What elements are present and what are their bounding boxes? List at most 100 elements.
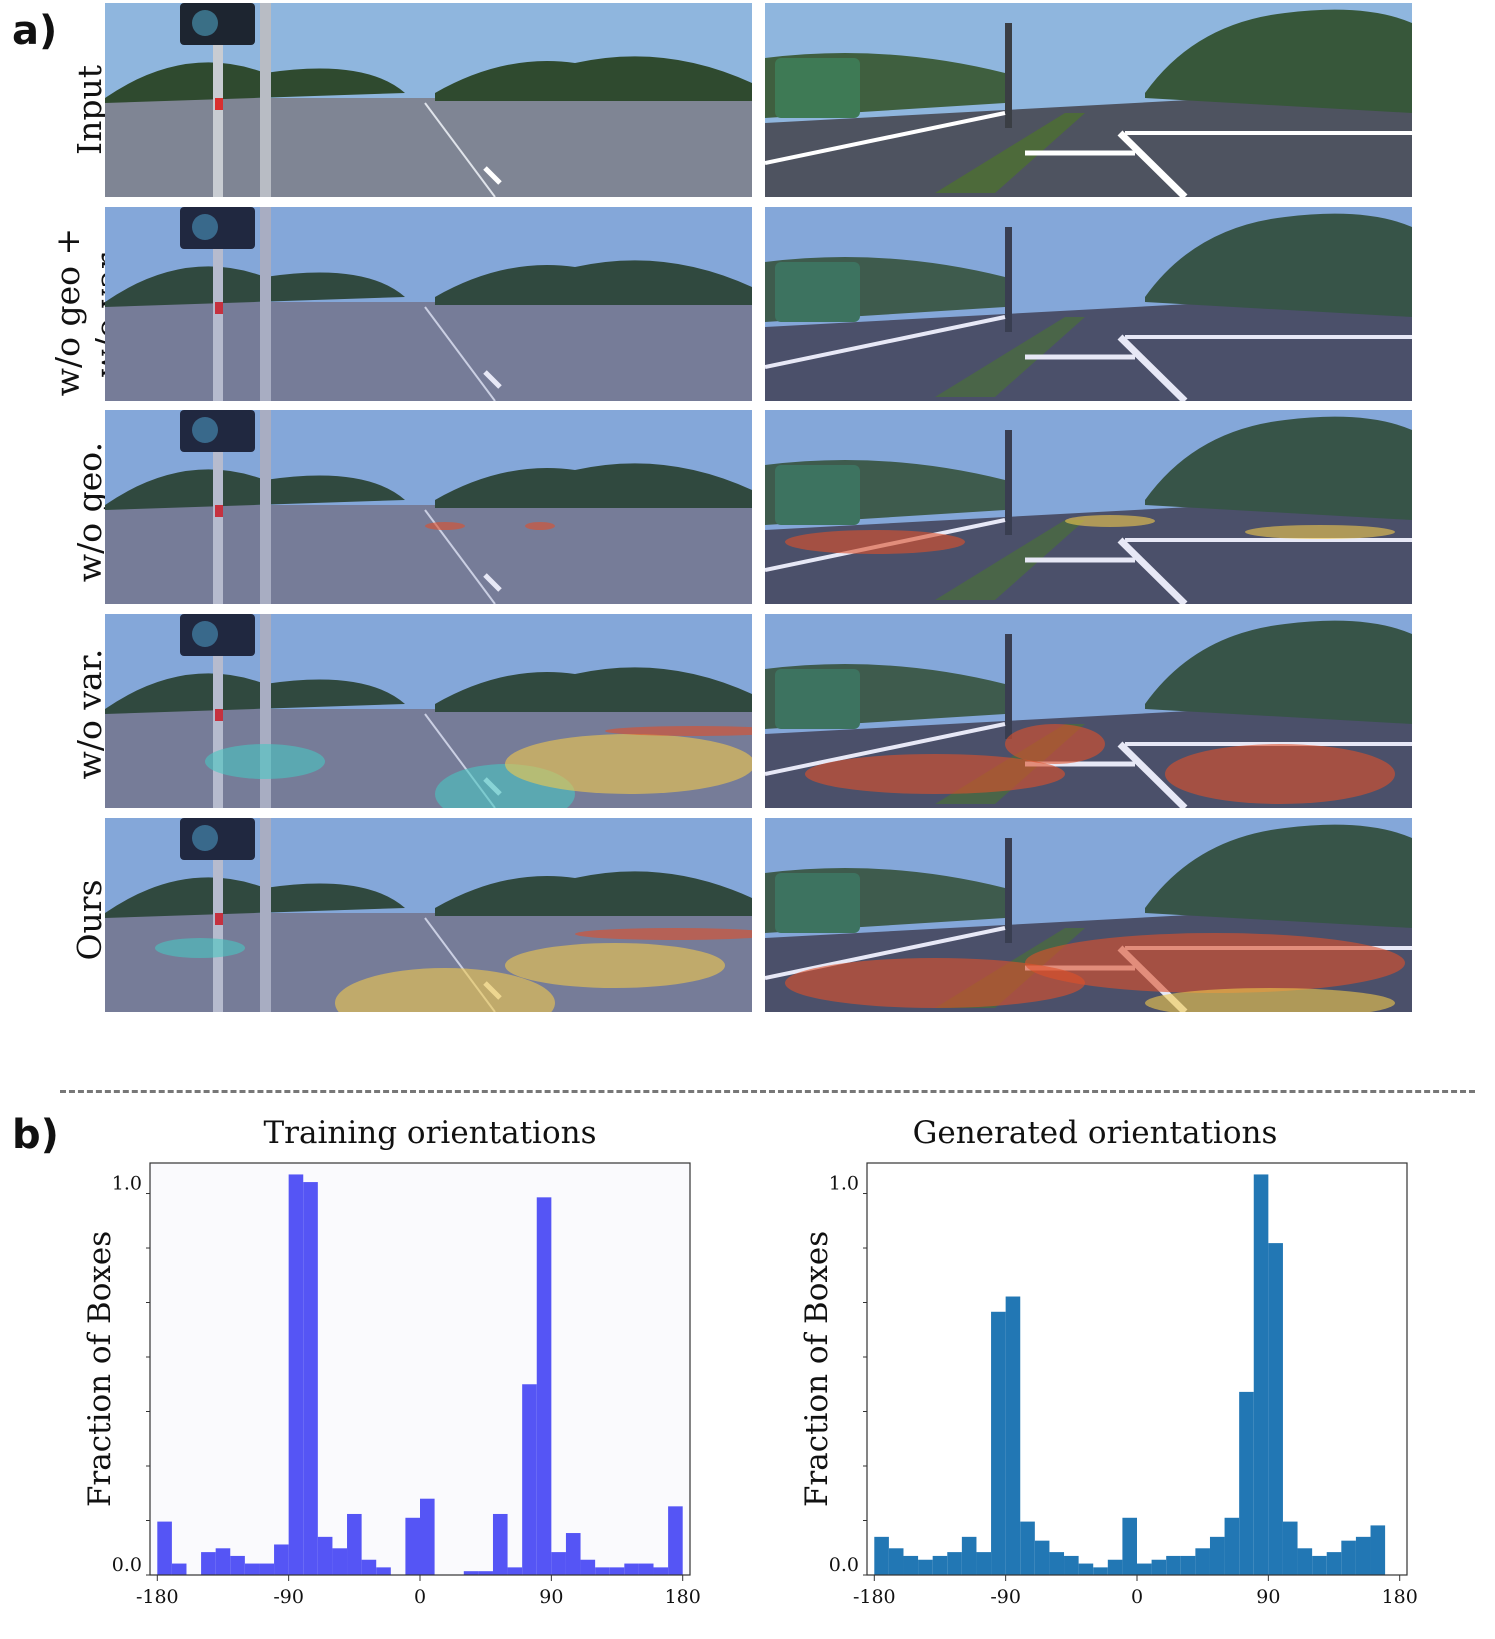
histogram-bar (1107, 1559, 1123, 1575)
chart-svg-training: -180 -90 0 90 180 0.0 1.0 Fraction of Boxes (82, 1162, 701, 1608)
histogram-bar (1341, 1540, 1356, 1575)
histogram-bar (638, 1563, 654, 1575)
histogram-bar (976, 1552, 992, 1575)
histogram-bar (303, 1182, 318, 1575)
histogram-bar (1078, 1563, 1094, 1575)
histogram-bar (874, 1536, 889, 1575)
histogram-bar (624, 1563, 639, 1575)
scene-image-ours-left (105, 818, 752, 1012)
scene-image-input-left (105, 3, 752, 197)
histogram-bar (507, 1567, 523, 1575)
histogram-bar (668, 1506, 683, 1575)
histogram-bar (1282, 1521, 1298, 1575)
histogram-bar (1005, 1296, 1021, 1575)
histogram-bar (1312, 1555, 1327, 1575)
histogram-bar (1093, 1567, 1108, 1575)
histogram-bar (1224, 1517, 1240, 1575)
histogram-bar (1370, 1525, 1386, 1575)
section-divider (60, 1090, 1475, 1093)
chart-title-training: Training orientations (263, 1115, 597, 1151)
scene-image-wo-geo-var-right (765, 207, 1412, 401)
scene-image-wo-var-left (105, 614, 752, 808)
histogram-bar (420, 1498, 435, 1575)
panel-label-a: a) (12, 8, 58, 54)
y-axis-label: Fraction of Boxes (799, 1231, 835, 1507)
histogram-bar (961, 1536, 977, 1575)
scene-image-wo-var-right (765, 614, 1412, 808)
histogram-bar (478, 1571, 493, 1575)
x-tick-label: -180 (853, 1586, 896, 1608)
histogram-bar (595, 1567, 610, 1575)
histogram-bar (1209, 1536, 1225, 1575)
histogram-bar (888, 1548, 904, 1575)
y-tick-label: 1.0 (112, 1173, 142, 1195)
scene-image-wo-geo-left (105, 410, 752, 604)
histogram-bar (288, 1174, 304, 1575)
histogram-bar (1020, 1521, 1035, 1575)
histogram-bar (1049, 1552, 1065, 1575)
scene-image-wo-geo-right (765, 410, 1412, 604)
x-tick-label: 0 (414, 1586, 426, 1608)
histogram-bar (376, 1567, 391, 1575)
x-tick-label: 180 (1382, 1586, 1418, 1608)
histogram-bar (1151, 1559, 1167, 1575)
y-tick-label: 1.0 (829, 1173, 859, 1195)
histogram-bar (1064, 1555, 1079, 1575)
y-axis-label: Fraction of Boxes (82, 1231, 118, 1507)
x-tick-label: -90 (990, 1586, 1021, 1608)
chart-svg-generated: -180 -90 0 90 180 0.0 1.0 Fraction of Boxes (799, 1162, 1418, 1608)
scene-image-ours-right (765, 818, 1412, 1012)
x-tick-label: -180 (136, 1586, 179, 1608)
histogram-bar (918, 1559, 933, 1575)
plot-area (867, 1163, 1407, 1575)
histogram-bar (1297, 1548, 1313, 1575)
histogram-bar (259, 1563, 275, 1575)
histogram-bar (1137, 1563, 1152, 1575)
histogram-bar (1253, 1174, 1269, 1575)
y-tick-label: 0.0 (112, 1554, 142, 1576)
x-tick-label: 0 (1131, 1586, 1143, 1608)
histogram-bar (230, 1555, 245, 1575)
histogram-bar (1239, 1391, 1254, 1575)
histogram-bar (551, 1552, 566, 1575)
histogram-bar (215, 1548, 231, 1575)
x-tick-label: 90 (539, 1586, 563, 1608)
y-tick-label: 0.0 (829, 1554, 859, 1576)
histogram-bar (405, 1517, 420, 1575)
histogram-bar (463, 1571, 479, 1575)
chart-generated-orientations: -180 -90 0 90 180 0.0 1.0 Fraction of Boxes (797, 1155, 1437, 1639)
chart-training-orientations: -180 -90 0 90 180 0.0 1.0 Fraction of Boxes (80, 1155, 720, 1639)
chart-title-generated: Generated orientations (912, 1115, 1278, 1151)
histogram-bar (522, 1384, 537, 1575)
histogram-bar (1166, 1555, 1181, 1575)
histogram-bar (1122, 1517, 1137, 1575)
x-tick-label: 180 (665, 1586, 701, 1608)
histogram-bar (274, 1544, 289, 1575)
histogram-bar (991, 1311, 1006, 1575)
x-tick-label: -90 (273, 1586, 304, 1608)
histogram-bar (947, 1552, 962, 1575)
histogram-bar (317, 1536, 333, 1575)
histogram-bar (1326, 1552, 1342, 1575)
histogram-bar (244, 1563, 260, 1575)
histogram-bar (332, 1548, 348, 1575)
histogram-bar (492, 1513, 508, 1575)
histogram-bar (361, 1559, 377, 1575)
histogram-bar (1268, 1243, 1283, 1575)
histogram-bar (1180, 1555, 1196, 1575)
histogram-bar (536, 1197, 552, 1575)
histogram-bar (347, 1513, 362, 1575)
histogram-bar (157, 1521, 172, 1575)
scene-image-wo-geo-var-left (105, 207, 752, 401)
histogram-bar (609, 1567, 625, 1575)
histogram-bar (903, 1555, 919, 1575)
scene-image-input-right (765, 3, 1412, 197)
histogram-bar (1195, 1548, 1210, 1575)
histogram-bar (565, 1533, 581, 1575)
histogram-bar (1034, 1540, 1050, 1575)
histogram-bar (1355, 1536, 1371, 1575)
histogram-bar (653, 1567, 669, 1575)
x-tick-label: 90 (1256, 1586, 1280, 1608)
histogram-bar (932, 1555, 948, 1575)
histogram-bar (171, 1563, 187, 1575)
